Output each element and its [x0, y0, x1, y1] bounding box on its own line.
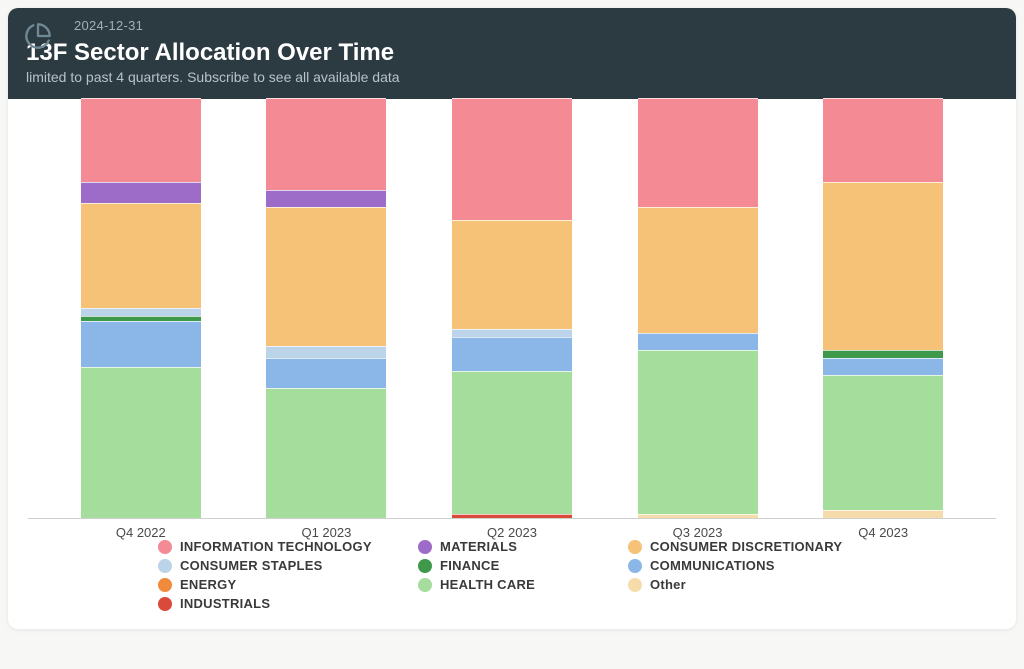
legend-swatch: [628, 578, 642, 592]
legend-swatch: [158, 597, 172, 611]
segment-consumer-staples[interactable]: [81, 308, 201, 316]
chart-card: 2024-12-31 13F Sector Allocation Over Ti…: [8, 8, 1016, 629]
segment-communications[interactable]: [638, 333, 758, 350]
stacked-bar-plot: [28, 99, 996, 519]
header-subtitle: limited to past 4 quarters. Subscribe to…: [26, 69, 998, 85]
legend-label: ENERGY: [180, 577, 236, 592]
x-label: Q4 2022: [48, 525, 234, 540]
legend-item-finance[interactable]: FINANCE: [418, 558, 618, 573]
bar-slot: [48, 98, 234, 518]
segment-communications[interactable]: [823, 358, 943, 375]
segment-materials[interactable]: [266, 190, 386, 207]
legend-label: INFORMATION TECHNOLOGY: [180, 539, 372, 554]
legend-item-consumer-discretionary[interactable]: CONSUMER DISCRETIONARY: [628, 539, 888, 554]
legend-item-industrials[interactable]: INDUSTRIALS: [158, 596, 408, 611]
segment-health-care[interactable]: [81, 367, 201, 518]
card-header: 2024-12-31 13F Sector Allocation Over Ti…: [8, 8, 1016, 99]
segment-industrials[interactable]: [452, 514, 572, 518]
bar-Q4-2023[interactable]: [823, 98, 943, 518]
legend: INFORMATION TECHNOLOGY MATERIALS CONSUMER …: [8, 529, 1016, 629]
x-label: Q4 2023: [790, 525, 976, 540]
legend-label: CONSUMER DISCRETIONARY: [650, 539, 842, 554]
segment-communications[interactable]: [452, 337, 572, 371]
legend-item-health-care[interactable]: HEALTH CARE: [418, 577, 618, 592]
legend-item-information-technology[interactable]: INFORMATION TECHNOLOGY: [158, 539, 408, 554]
legend-label: INDUSTRIALS: [180, 596, 270, 611]
segment-communications[interactable]: [81, 321, 201, 367]
segment-information-technology[interactable]: [81, 98, 201, 182]
bar-Q3-2023[interactable]: [638, 98, 758, 518]
legend-label: FINANCE: [440, 558, 500, 573]
legend-swatch: [628, 559, 642, 573]
segment-other[interactable]: [823, 510, 943, 518]
legend-label: MATERIALS: [440, 539, 517, 554]
legend-swatch: [158, 578, 172, 592]
segment-consumer-discretionary[interactable]: [823, 182, 943, 350]
x-label: Q3 2023: [605, 525, 791, 540]
legend-item-energy[interactable]: ENERGY: [158, 577, 408, 592]
legend-item-materials[interactable]: MATERIALS: [418, 539, 618, 554]
legend-label: HEALTH CARE: [440, 577, 535, 592]
bar-Q4-2022[interactable]: [81, 98, 201, 518]
legend-swatch: [418, 540, 432, 554]
segment-consumer-discretionary[interactable]: [81, 203, 201, 308]
legend-item-communications[interactable]: COMMUNICATIONS: [628, 558, 888, 573]
legend-swatch: [158, 559, 172, 573]
x-label: Q2 2023: [419, 525, 605, 540]
header-date: 2024-12-31: [74, 18, 998, 33]
segment-information-technology[interactable]: [452, 98, 572, 220]
legend-item-consumer-staples[interactable]: CONSUMER STAPLES: [158, 558, 408, 573]
bar-slot: [234, 98, 420, 518]
segment-health-care[interactable]: [638, 350, 758, 514]
x-axis-labels: Q4 2022Q1 2023Q2 2023Q3 2023Q4 2023: [28, 519, 996, 540]
legend-swatch: [418, 559, 432, 573]
segment-health-care[interactable]: [823, 375, 943, 509]
chart-area: Q4 2022Q1 2023Q2 2023Q3 2023Q4 2023: [8, 99, 1016, 529]
legend-swatch: [158, 540, 172, 554]
x-label: Q1 2023: [234, 525, 420, 540]
segment-other[interactable]: [638, 514, 758, 518]
bar-slot: [419, 98, 605, 518]
segment-health-care[interactable]: [266, 388, 386, 518]
bar-Q2-2023[interactable]: [452, 98, 572, 518]
header-title: 13F Sector Allocation Over Time: [26, 39, 998, 67]
segment-information-technology[interactable]: [638, 98, 758, 207]
segment-consumer-discretionary[interactable]: [266, 207, 386, 346]
segment-information-technology[interactable]: [823, 98, 943, 182]
legend-item-other[interactable]: Other: [628, 577, 888, 592]
segment-health-care[interactable]: [452, 371, 572, 514]
legend-label: COMMUNICATIONS: [650, 558, 775, 573]
pie-chart-icon: [24, 22, 52, 50]
bar-Q1-2023[interactable]: [266, 98, 386, 518]
segment-materials[interactable]: [81, 182, 201, 203]
segment-consumer-discretionary[interactable]: [638, 207, 758, 333]
bar-slot: [790, 98, 976, 518]
segment-consumer-discretionary[interactable]: [452, 220, 572, 329]
legend-swatch: [418, 578, 432, 592]
segment-consumer-staples[interactable]: [452, 329, 572, 337]
segment-finance[interactable]: [823, 350, 943, 358]
segment-information-technology[interactable]: [266, 98, 386, 190]
legend-label: CONSUMER STAPLES: [180, 558, 323, 573]
legend-swatch: [628, 540, 642, 554]
segment-consumer-staples[interactable]: [266, 346, 386, 359]
bar-slot: [605, 98, 791, 518]
segment-communications[interactable]: [266, 358, 386, 387]
legend-label: Other: [650, 577, 686, 592]
